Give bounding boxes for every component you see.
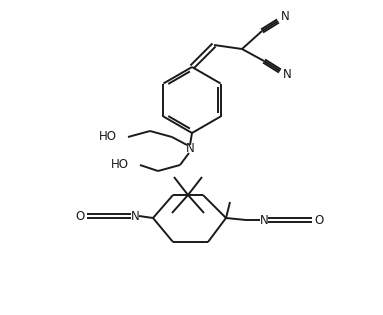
Text: N: N: [283, 68, 291, 82]
Text: N: N: [260, 214, 268, 226]
Text: N: N: [186, 142, 195, 156]
Text: O: O: [75, 209, 85, 222]
Text: HO: HO: [111, 158, 129, 171]
Text: N: N: [281, 10, 290, 24]
Text: O: O: [314, 214, 324, 226]
Text: HO: HO: [99, 130, 117, 144]
Text: N: N: [131, 209, 139, 222]
